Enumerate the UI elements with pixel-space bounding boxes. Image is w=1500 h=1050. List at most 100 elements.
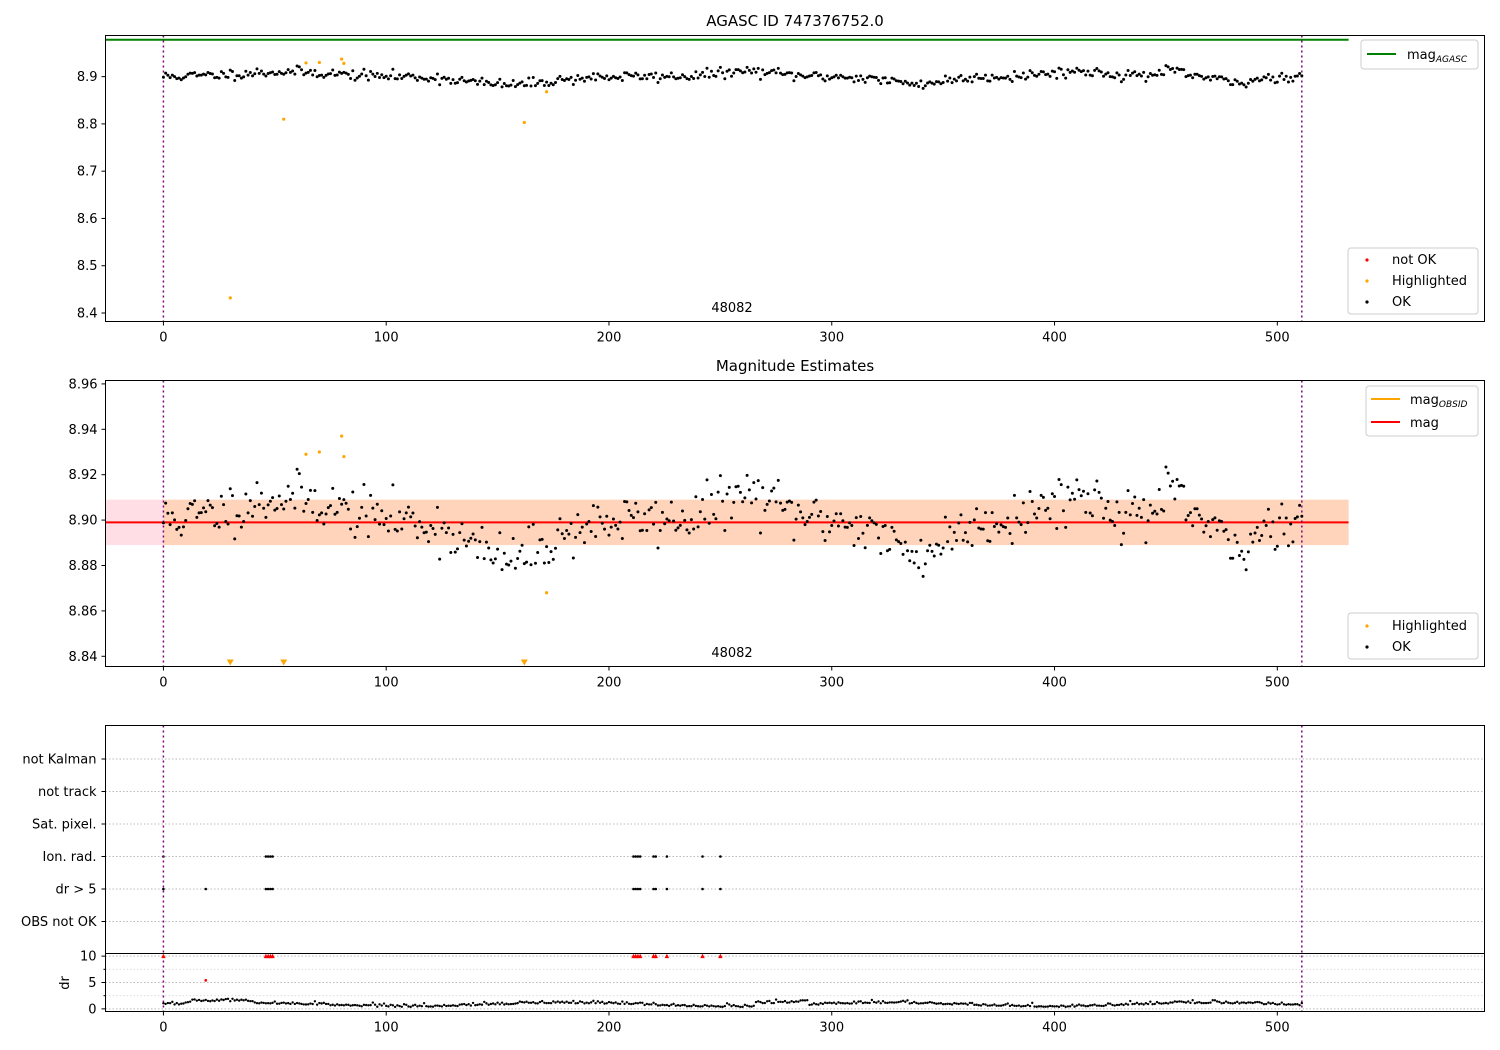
ok-point: [1057, 477, 1061, 481]
flag-point: [652, 887, 655, 891]
ok-point: [513, 566, 517, 570]
dr-point: [242, 999, 245, 1002]
dr-point: [770, 1001, 773, 1005]
ok-point: [1237, 554, 1241, 558]
dr-point: [534, 1002, 537, 1005]
dr-point: [1057, 1005, 1061, 1009]
ok-point: [1208, 78, 1212, 82]
ok-point: [1019, 76, 1023, 80]
dr-point: [587, 1002, 591, 1005]
ok-point: [1110, 519, 1114, 523]
dr-point: [672, 1002, 675, 1006]
ok-point: [375, 502, 379, 506]
dr-point: [514, 1002, 517, 1005]
ok-point: [647, 508, 651, 512]
ok-point: [164, 501, 168, 505]
dr-point: [1264, 1002, 1268, 1006]
ok-point: [279, 503, 283, 507]
ok-point: [322, 522, 326, 526]
ok-point: [605, 514, 609, 518]
ok-point: [638, 529, 642, 533]
ok-point: [571, 556, 575, 560]
ok-point: [1122, 531, 1126, 535]
ok-point: [709, 492, 713, 496]
dr-point: [291, 1001, 294, 1004]
ok-point: [386, 77, 390, 81]
ok-point: [611, 517, 615, 521]
dr-point: [1142, 1003, 1145, 1006]
ok-point: [828, 77, 832, 81]
ok-point: [725, 492, 729, 496]
ok-point: [480, 76, 484, 80]
ok-point: [589, 77, 593, 81]
dr-point: [1215, 1000, 1219, 1003]
dr-point: [307, 1003, 310, 1006]
dr-point: [716, 1005, 720, 1008]
ok-point: [373, 518, 377, 522]
ok-point: [705, 66, 709, 70]
ok-point: [369, 69, 373, 73]
dr-point: [329, 1004, 332, 1007]
ok-point: [1088, 511, 1092, 515]
dr-point: [271, 1001, 274, 1005]
ok-point: [654, 500, 658, 504]
dr-point: [605, 1002, 608, 1005]
ok-point: [1222, 77, 1226, 81]
dr-point: [964, 1002, 967, 1005]
dr-point: [1193, 1002, 1197, 1005]
ok-point: [320, 511, 324, 515]
ok-point: [1064, 76, 1068, 80]
ok-point: [469, 536, 473, 540]
ok-point: [669, 71, 673, 75]
ok-point: [562, 78, 566, 82]
dr-point: [1285, 1003, 1288, 1006]
ok-point: [906, 81, 910, 85]
dr-point: [1102, 1004, 1105, 1008]
dr-point: [725, 1002, 729, 1005]
ok-point: [836, 524, 840, 528]
ok-point: [643, 73, 647, 77]
ok-point: [560, 532, 564, 536]
ok-point: [723, 529, 727, 533]
dr-point: [906, 999, 909, 1002]
ok-point: [536, 81, 540, 85]
ok-point: [1012, 493, 1016, 497]
ok-point: [382, 523, 386, 527]
panel2-y-axis: 8.848.868.888.908.928.948.96: [69, 377, 106, 665]
ok-point: [1211, 75, 1215, 79]
ok-point: [796, 503, 800, 507]
ok-point: [440, 76, 444, 80]
ok-point: [311, 73, 315, 77]
ok-point: [1039, 69, 1043, 73]
ok-point: [1021, 71, 1025, 75]
ok-point: [767, 499, 771, 503]
ok-point: [692, 76, 696, 80]
dr-point: [977, 1004, 980, 1007]
ok-point: [988, 79, 992, 83]
ok-point: [741, 500, 745, 504]
highlighted-point: [282, 117, 286, 121]
dr-point: [659, 1004, 662, 1007]
dr-point: [498, 1003, 502, 1006]
ok-point: [787, 71, 791, 75]
dr-point: [670, 1003, 673, 1006]
dr-point: [879, 1002, 882, 1005]
ok-point: [1139, 515, 1143, 519]
ok-point: [1233, 533, 1237, 537]
ok-point: [963, 77, 967, 81]
ok-point: [631, 516, 635, 520]
panel2-obsid-label: 48082: [711, 646, 752, 661]
dr-point: [349, 1004, 352, 1007]
ok-point: [168, 76, 172, 80]
dr-point: [298, 1002, 301, 1005]
dr-point: [389, 1003, 392, 1006]
dr-point: [710, 1004, 713, 1007]
dr-point: [164, 1002, 167, 1006]
dr-point: [701, 1005, 704, 1008]
ok-point: [790, 71, 794, 75]
ok-point: [1251, 79, 1255, 83]
ok-point: [302, 509, 306, 513]
ok-point: [1113, 76, 1117, 80]
dr-point: [1064, 1005, 1067, 1009]
ok-point: [1284, 516, 1288, 520]
